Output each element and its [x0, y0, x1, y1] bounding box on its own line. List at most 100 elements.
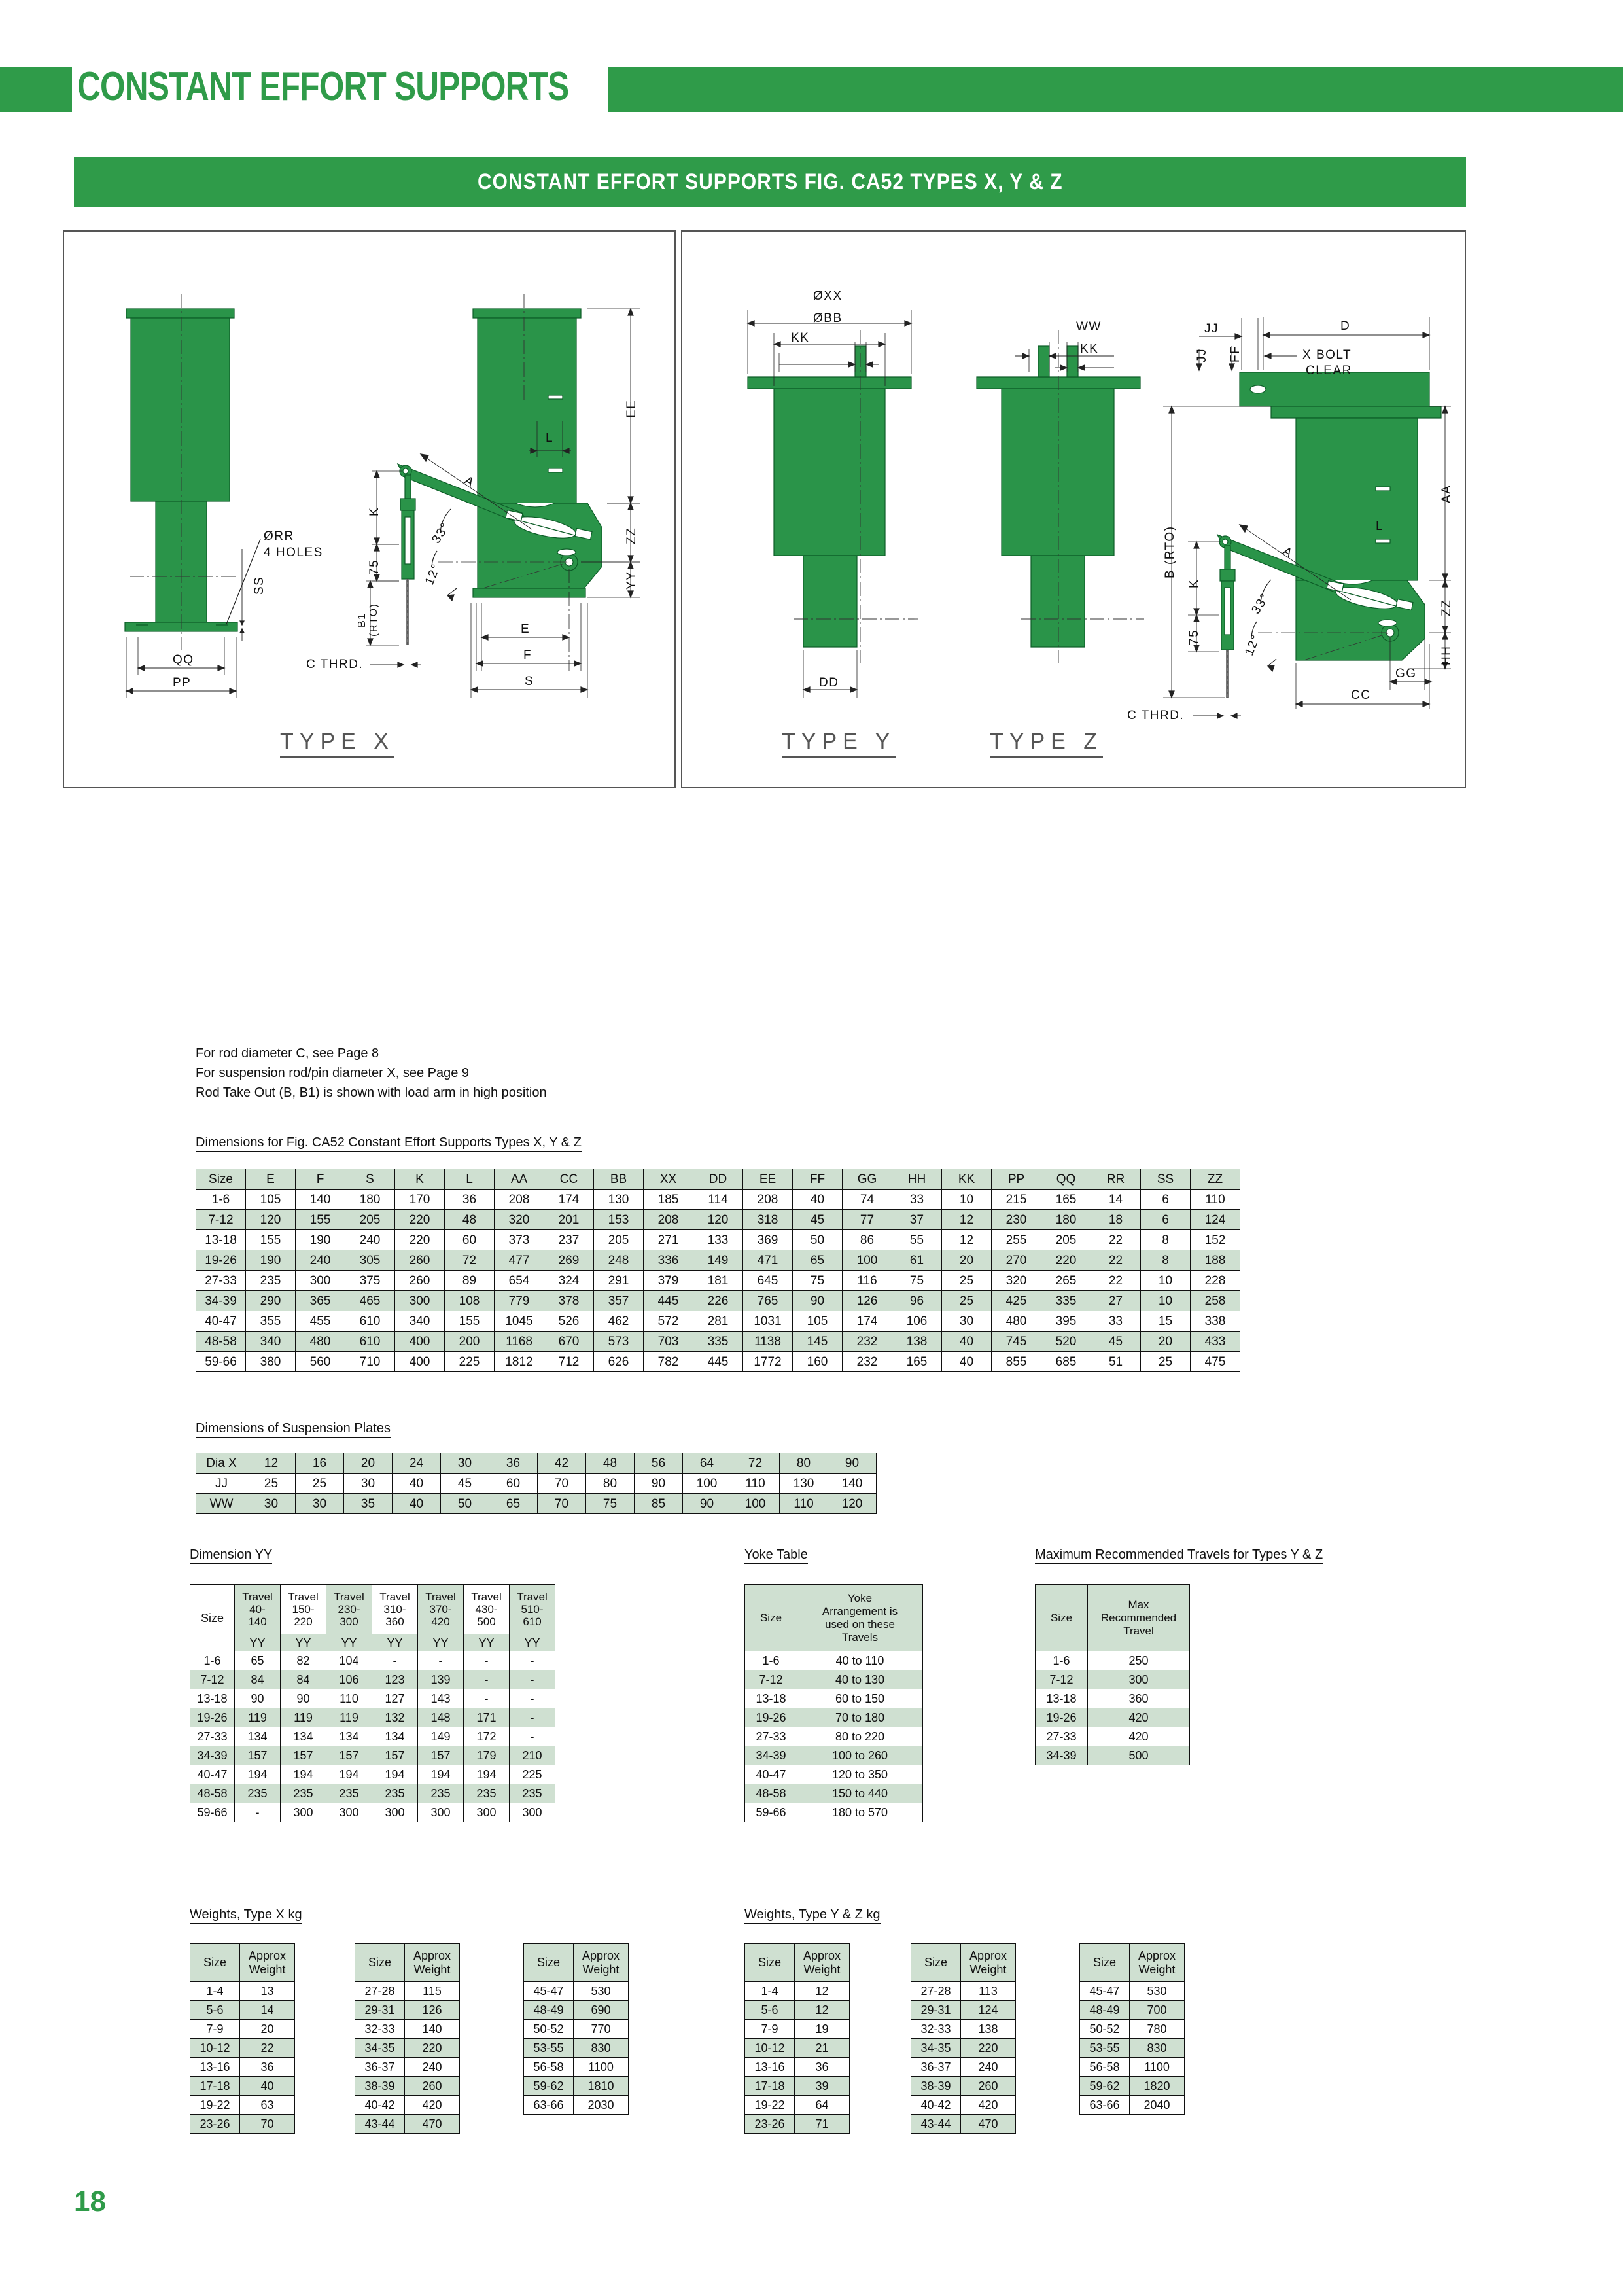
cell: 170	[394, 1189, 445, 1210]
cell: 126	[404, 2000, 460, 2020]
header-cell-QQ: QQ	[1041, 1169, 1091, 1190]
cell: 1-6	[196, 1189, 246, 1210]
cell: 50	[792, 1229, 843, 1250]
cell: 106	[326, 1670, 372, 1689]
cell: 59-66	[744, 1803, 797, 1822]
table-row: 50-52 780	[1079, 2019, 1185, 2039]
cell: 33	[892, 1189, 942, 1210]
cell: 48-49	[523, 2000, 574, 2020]
table-header-row: Size Yoke Arrangement is used on these Trave…	[744, 1584, 923, 1651]
cell: 226	[693, 1290, 743, 1311]
cell: 40	[239, 2076, 295, 2096]
cell: 43-44	[911, 2114, 961, 2134]
cell: 462	[593, 1311, 644, 1332]
cell: 119	[326, 1708, 372, 1727]
cell: 148	[417, 1708, 464, 1727]
cell: 20	[239, 2019, 295, 2039]
cell: 10	[1140, 1270, 1191, 1291]
table-row: 34-39 157 157 157 157 157 179 210	[190, 1746, 555, 1765]
cell: 7-9	[744, 2019, 795, 2039]
dim-label-k-z: K	[1187, 578, 1201, 588]
cell: 6	[1140, 1209, 1191, 1230]
table-row: 13-18 60 to 150	[744, 1689, 923, 1708]
cell: 17-18	[744, 2076, 795, 2096]
cell: 116	[842, 1270, 892, 1291]
table-row: 53-55 830	[1079, 2038, 1185, 2058]
cell: 65	[234, 1651, 281, 1670]
cell: 228	[1190, 1270, 1240, 1291]
cell: 124	[960, 2000, 1016, 2020]
table-row: 19-26 70 to 180	[744, 1708, 923, 1727]
cell: 770	[573, 2019, 629, 2039]
cell: 22	[1091, 1229, 1141, 1250]
cell: 455	[295, 1311, 345, 1332]
cell: 134	[326, 1727, 372, 1746]
cell: 220	[1041, 1250, 1091, 1271]
cell: 179	[463, 1746, 510, 1765]
cell: 240	[345, 1229, 395, 1250]
header-cell-travel: Travel 370- 420	[417, 1584, 464, 1634]
table-row: 32-33 138	[911, 2019, 1016, 2039]
page-number: 18	[74, 2185, 106, 2217]
cell: 291	[593, 1270, 644, 1291]
cell: 77	[842, 1209, 892, 1230]
cell: 157	[372, 1746, 418, 1765]
cell: 232	[842, 1331, 892, 1352]
cell: 194	[463, 1765, 510, 1784]
table-row: 59-62 1810	[523, 2076, 629, 2096]
table-row: 56-58 1100	[1079, 2057, 1185, 2077]
cell: 355	[245, 1311, 296, 1332]
cell: 61	[892, 1250, 942, 1271]
cell: 29-31	[911, 2000, 961, 2020]
cell: 120 to 350	[797, 1765, 923, 1784]
table-row: 40-47 120 to 350	[744, 1765, 923, 1784]
cell: 712	[544, 1351, 594, 1372]
cell: 16	[295, 1453, 344, 1474]
cell: 140	[295, 1189, 345, 1210]
cell: 335	[1041, 1290, 1091, 1311]
table-weights-yz-group-2: Size Approx Weight 27-28 113 29-31 124 32-33 138…	[911, 1943, 1016, 2134]
table-row: WW 30 30 35 40 50 65 70 75 85 90 100 110 120	[196, 1493, 877, 1514]
table-row: 7-12 84 84 106 123 139- -	[190, 1670, 555, 1689]
cell: 165	[1041, 1189, 1091, 1210]
cell: 205	[1041, 1229, 1091, 1250]
cell: 626	[593, 1351, 644, 1372]
cell: 70	[537, 1493, 586, 1514]
cell: 380	[245, 1351, 296, 1372]
cell: 465	[345, 1290, 395, 1311]
cell: 45	[792, 1209, 843, 1230]
cell: 106	[892, 1311, 942, 1332]
header-cell-size: Size	[744, 1584, 797, 1651]
table-dimension-yy: Size Travel 40- 140 Travel 150- 220 Travel 230- 3…	[190, 1584, 555, 1822]
cell: 132	[372, 1708, 418, 1727]
cell: -	[509, 1689, 555, 1708]
cell: 60	[489, 1473, 538, 1494]
cell: 12	[247, 1453, 296, 1474]
cell: 152	[1190, 1229, 1240, 1250]
table-row: 40-47 355 455 610 340 155 1045 526 462 572 281 1031…	[196, 1311, 1240, 1332]
table-yoke: Size Yoke Arrangement is used on these Trave…	[744, 1584, 923, 1822]
cell: 2030	[573, 2095, 629, 2115]
table-header-row: Size E F S K L AA CC BB XX DD EE FF GG HH KK PP QQ RR SS ZZ	[196, 1169, 1240, 1190]
dim-label-s: S	[525, 675, 534, 688]
cell: 201	[544, 1209, 594, 1230]
cell: 85	[634, 1493, 683, 1514]
cell: 7-12	[1035, 1670, 1088, 1689]
cell: 36	[444, 1189, 495, 1210]
cell: 300	[417, 1803, 464, 1822]
cell: 56-58	[1079, 2057, 1130, 2077]
table-row: 23-26 70	[190, 2114, 295, 2134]
header-cell-size: Size	[744, 1943, 795, 1982]
cell: 19-26	[196, 1250, 246, 1271]
header-cell-S: S	[345, 1169, 395, 1190]
dim-label-cc: CC	[1351, 688, 1371, 702]
dim-label-hh: HH	[1440, 645, 1454, 665]
table-row: 34-39 500	[1035, 1746, 1190, 1765]
cell: 22	[1091, 1270, 1141, 1291]
cell: 270	[991, 1250, 1041, 1271]
table-row: 63-66 2040	[1079, 2095, 1185, 2115]
cell: 59-62	[523, 2076, 574, 2096]
cell: 48-49	[1079, 2000, 1130, 2020]
header-cell-approx-weight: Approx Weight	[404, 1943, 460, 1982]
cell: 48-58	[196, 1331, 246, 1352]
